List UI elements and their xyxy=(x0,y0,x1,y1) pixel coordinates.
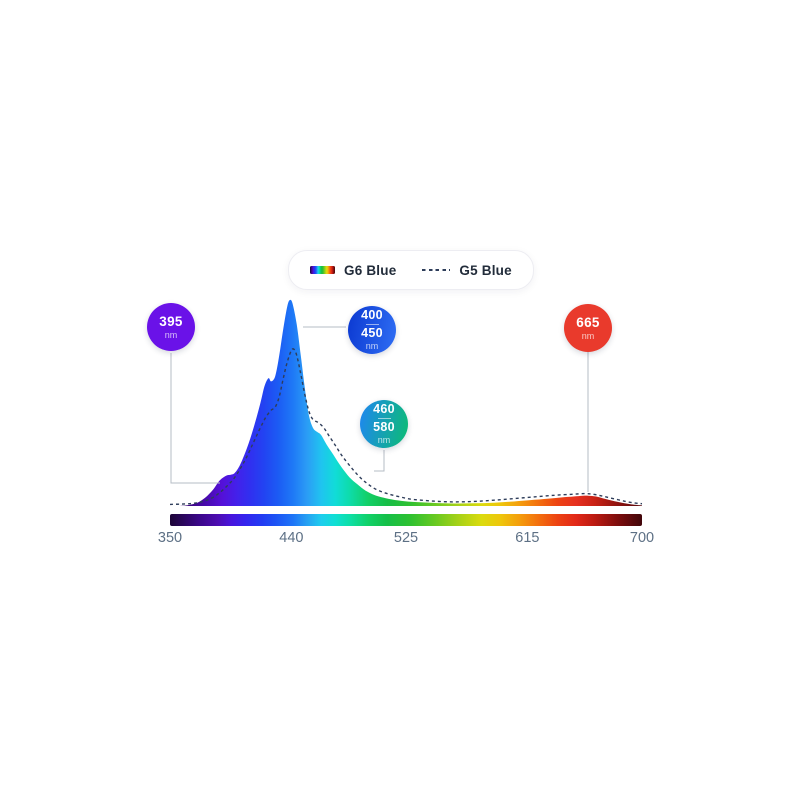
g6-blue-area xyxy=(178,299,642,506)
legend-item-g5-blue: G5 Blue xyxy=(422,262,512,278)
badge-unit: nm xyxy=(164,329,178,340)
badge-value: 395 xyxy=(159,313,183,329)
x-tick-615: 615 xyxy=(515,530,540,546)
spectrum-gradient-swatch xyxy=(310,266,335,274)
badge-connector-460-580 xyxy=(374,450,385,472)
spectrum-chart-svg xyxy=(169,299,643,506)
wavelength-badge-665nm: 665 nm xyxy=(564,304,612,352)
badge-value: 460 xyxy=(373,401,395,416)
dashed-line-swatch xyxy=(422,268,451,272)
spectrum-bar xyxy=(170,514,642,526)
badge-value: 665 xyxy=(576,314,600,330)
wavelength-badge-460-580nm: 460 580 nm xyxy=(360,400,408,448)
chart-legend: G6 Blue G5 Blue xyxy=(288,250,534,290)
badge-unit: nm xyxy=(365,341,379,352)
legend-label-g6: G6 Blue xyxy=(344,262,397,278)
x-tick-350: 350 xyxy=(157,530,183,546)
wavelength-badge-395nm: 395 nm xyxy=(147,303,195,351)
badge-divider xyxy=(365,323,379,325)
badge-divider xyxy=(377,417,391,419)
badge-value: 580 xyxy=(373,420,395,435)
legend-label-g5: G5 Blue xyxy=(459,262,512,278)
g5-blue-dashed-curve xyxy=(169,348,643,506)
badge-value: 450 xyxy=(361,326,383,341)
badge-unit: nm xyxy=(581,330,595,341)
badge-unit: nm xyxy=(377,435,391,446)
x-tick-700: 700 xyxy=(629,530,655,546)
x-tick-525: 525 xyxy=(393,530,419,546)
badge-connector-395 xyxy=(170,353,220,484)
x-tick-440: 440 xyxy=(279,530,304,546)
legend-item-g6-blue: G6 Blue xyxy=(310,263,396,278)
badge-value: 400 xyxy=(361,307,383,322)
wavelength-badge-400-450nm: 400 450 nm xyxy=(348,306,396,354)
x-axis: 350 440 525 615 700 xyxy=(0,530,800,550)
